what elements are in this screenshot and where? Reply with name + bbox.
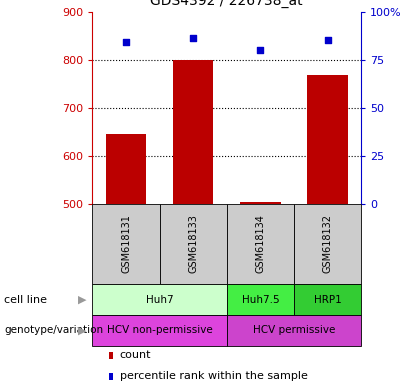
Text: count: count — [120, 350, 151, 360]
Text: HCV non-permissive: HCV non-permissive — [107, 325, 213, 335]
Text: ▶: ▶ — [78, 325, 86, 335]
Point — [324, 37, 331, 43]
Text: genotype/variation: genotype/variation — [4, 325, 103, 335]
Bar — [106, 134, 146, 204]
Bar — [307, 75, 348, 204]
Text: Huh7: Huh7 — [146, 295, 173, 305]
Bar — [227, 284, 294, 315]
Text: GSM618133: GSM618133 — [188, 214, 198, 273]
Bar — [294, 284, 361, 315]
Bar — [227, 204, 294, 284]
Text: GSM618131: GSM618131 — [121, 214, 131, 273]
Text: HRP1: HRP1 — [314, 295, 341, 305]
Bar — [240, 202, 281, 204]
Bar — [160, 204, 227, 284]
Text: GSM618132: GSM618132 — [323, 214, 333, 273]
Bar — [92, 315, 227, 346]
Bar — [227, 315, 361, 346]
Text: ▶: ▶ — [78, 295, 86, 305]
Point — [190, 35, 197, 41]
Text: Huh7.5: Huh7.5 — [241, 295, 279, 305]
Point — [257, 47, 264, 53]
Title: GDS4392 / 226738_at: GDS4392 / 226738_at — [150, 0, 303, 8]
Text: cell line: cell line — [4, 295, 47, 305]
Text: GSM618134: GSM618134 — [255, 214, 265, 273]
Text: percentile rank within the sample: percentile rank within the sample — [120, 371, 307, 381]
Bar — [173, 60, 213, 204]
Bar — [294, 204, 361, 284]
Bar — [92, 284, 227, 315]
Text: HCV permissive: HCV permissive — [253, 325, 335, 335]
Bar — [92, 204, 160, 284]
Point — [123, 39, 129, 45]
